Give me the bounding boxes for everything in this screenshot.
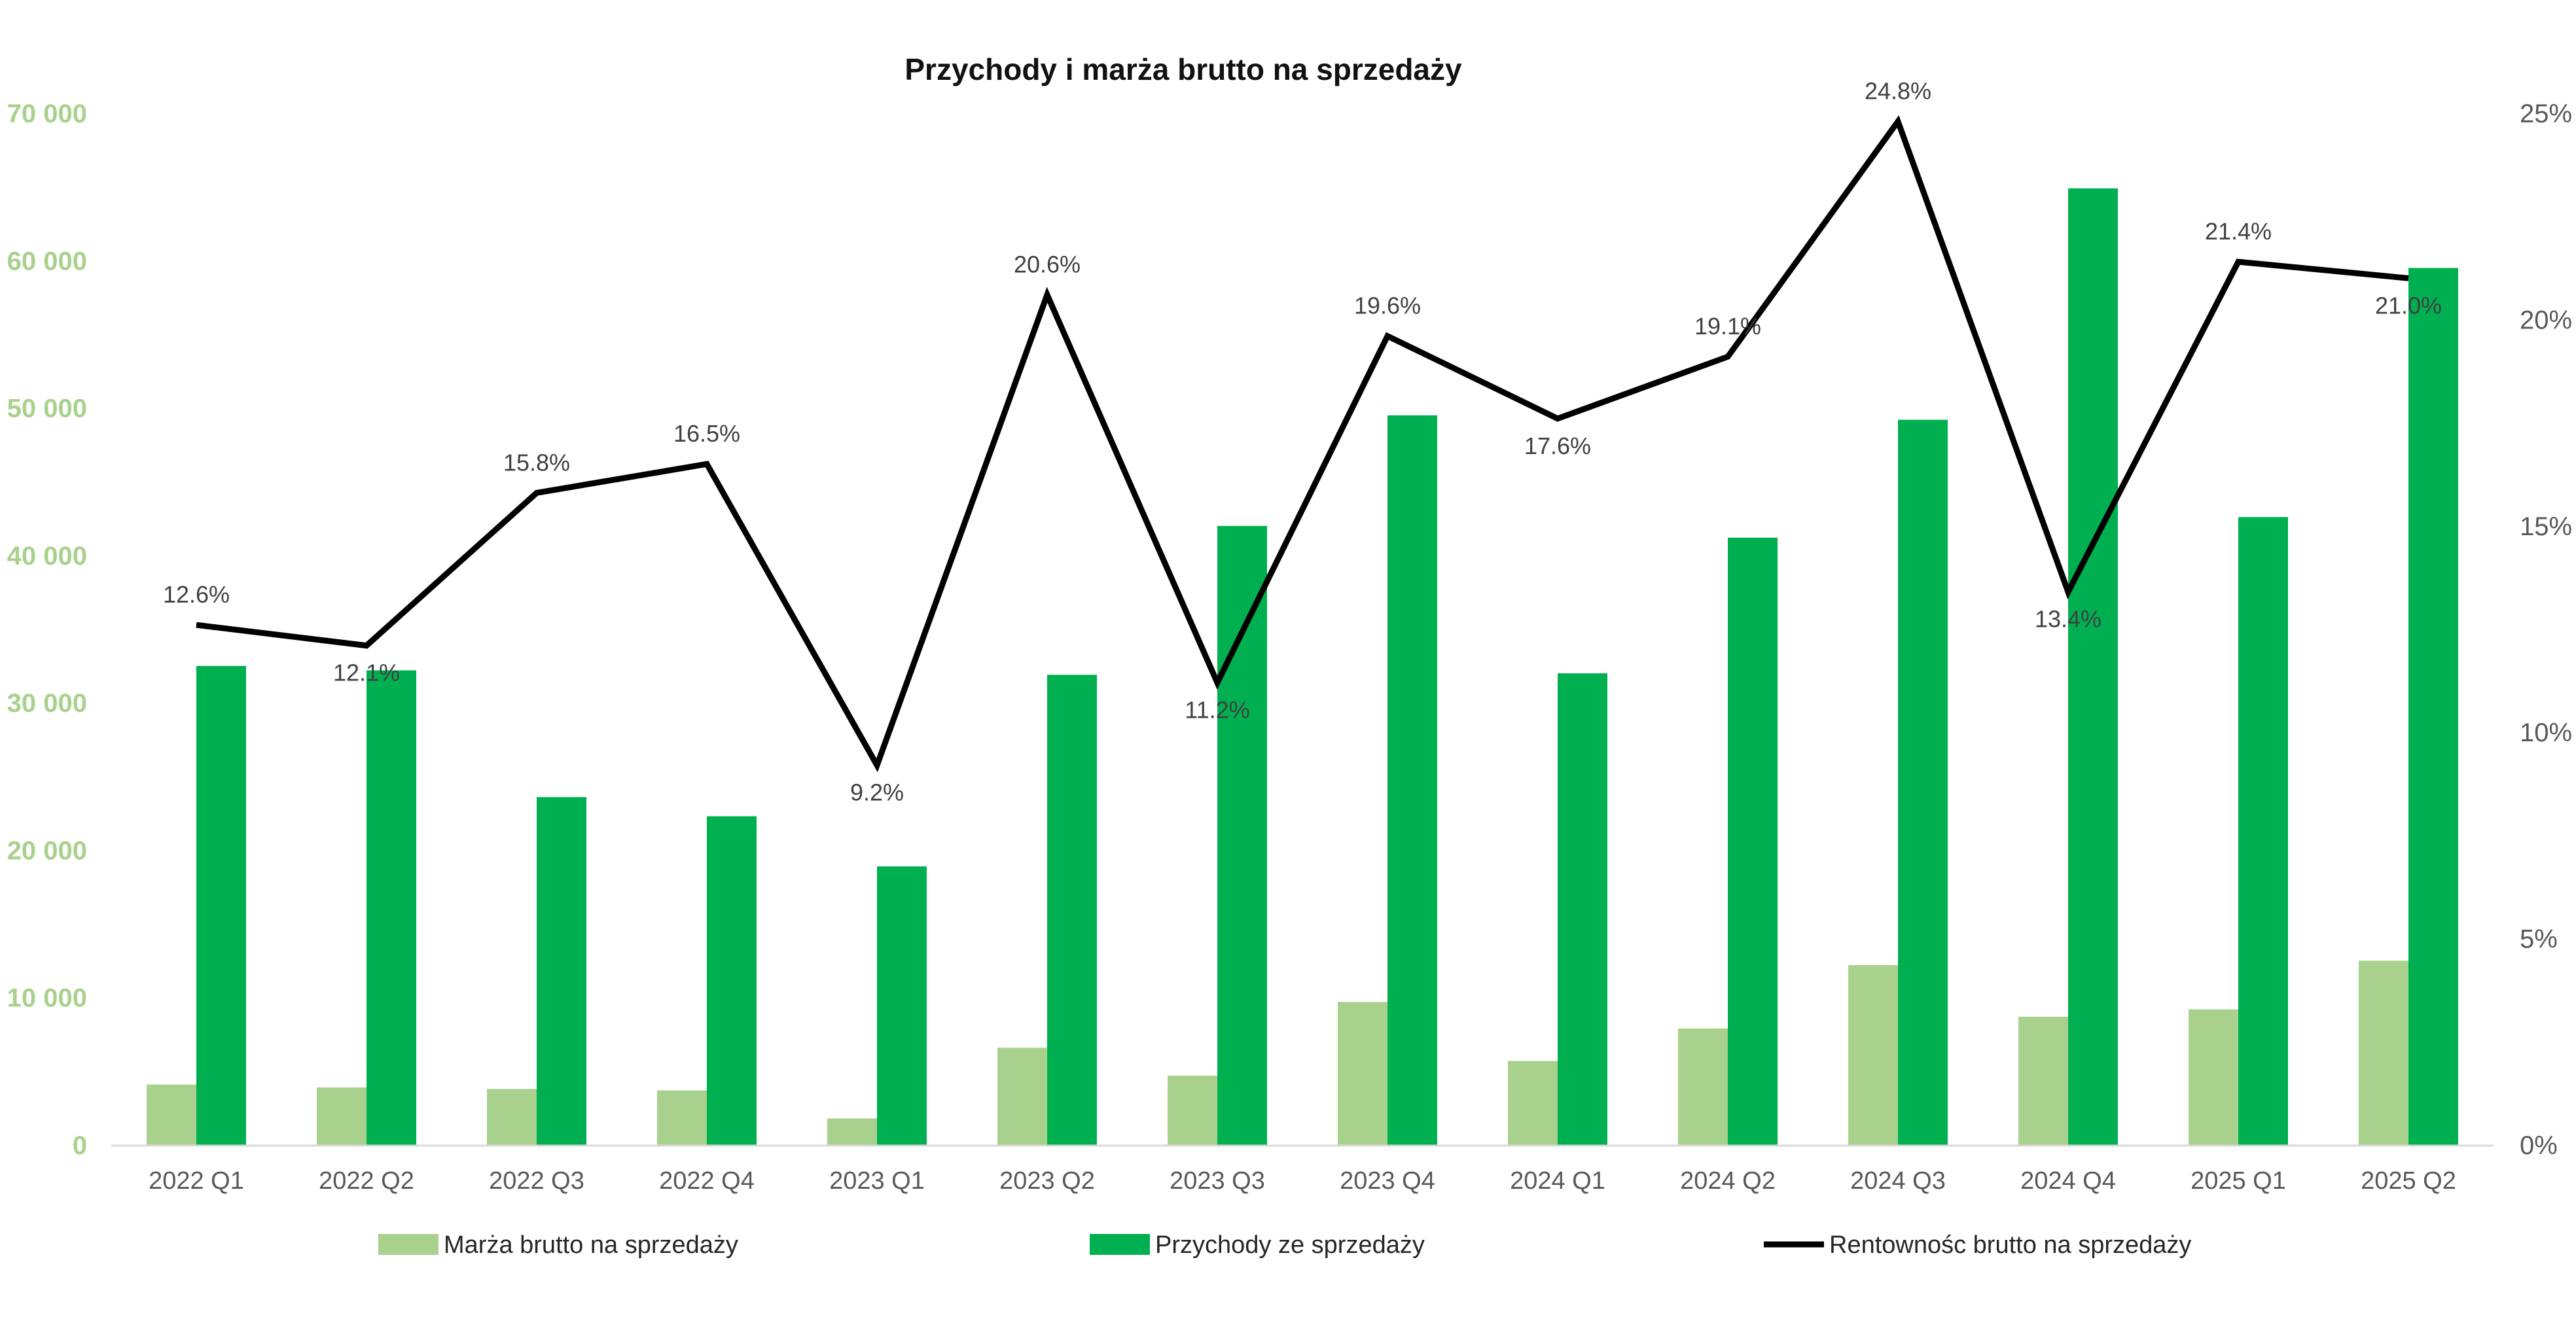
bar-przychody xyxy=(877,866,927,1145)
bar-przychody xyxy=(1047,675,1097,1145)
x-tick-label: 2022 Q1 xyxy=(149,1167,244,1195)
bar-marza-brutto xyxy=(657,1090,707,1145)
bar-marza-brutto xyxy=(2359,960,2408,1145)
x-tick-label: 2022 Q4 xyxy=(659,1167,755,1195)
x-tick-label: 2023 Q1 xyxy=(829,1167,925,1195)
bar-przychody xyxy=(1728,537,1778,1145)
bar-marza-brutto xyxy=(147,1084,196,1145)
data-label-rentownosc: 9.2% xyxy=(850,779,904,806)
data-label-rentownosc: 19.6% xyxy=(1354,292,1421,319)
legend-swatch-przychody xyxy=(1090,1234,1150,1255)
right-y-axis: 0% 5% 10% 15% 20% 25% xyxy=(2520,99,2572,1160)
y-left-tick-label: 20 000 xyxy=(7,836,87,865)
data-label-rentownosc: 12.1% xyxy=(333,660,400,686)
x-tick-label: 2025 Q2 xyxy=(2361,1167,2456,1195)
y-right-tick-label: 20% xyxy=(2520,306,2572,334)
y-right-tick-label: 25% xyxy=(2520,99,2572,128)
bar-marza-brutto xyxy=(1508,1061,1558,1145)
y-left-tick-label: 50 000 xyxy=(7,395,87,423)
data-label-rentownosc: 17.6% xyxy=(1524,432,1591,459)
bar-przychody xyxy=(1558,673,1607,1145)
y-left-tick-label: 60 000 xyxy=(7,247,87,275)
bar-przychody xyxy=(1217,525,1267,1145)
bar-przychody xyxy=(196,665,246,1145)
data-label-rentownosc: 13.4% xyxy=(2035,606,2102,633)
bar-przychody xyxy=(2408,268,2458,1145)
x-tick-label: 2024 Q1 xyxy=(1510,1167,1605,1195)
x-tick-label: 2024 Q2 xyxy=(1680,1167,1776,1195)
bar-series xyxy=(147,188,2458,1146)
bar-przychody xyxy=(1898,419,1948,1146)
bar-marza-brutto xyxy=(1848,965,1898,1145)
x-tick-label: 2023 Q4 xyxy=(1340,1167,1435,1195)
data-label-rentownosc: 21.4% xyxy=(2205,218,2272,245)
bar-przychody xyxy=(367,670,416,1145)
x-axis: 2022 Q1 2022 Q2 2022 Q3 2022 Q4 2023 Q1 2023 … xyxy=(149,1167,2456,1195)
y-left-tick-label: 10 000 xyxy=(7,984,87,1013)
x-tick-label: 2023 Q2 xyxy=(999,1167,1095,1195)
x-tick-label: 2024 Q3 xyxy=(1850,1167,1946,1195)
bar-marza-brutto xyxy=(1168,1076,1217,1145)
data-label-rentownosc: 24.8% xyxy=(1865,78,1931,105)
y-left-tick-label: 0 xyxy=(73,1131,87,1160)
data-label-rentownosc: 16.5% xyxy=(673,420,740,447)
legend-swatch-marza xyxy=(378,1234,438,1255)
bar-marza-brutto xyxy=(487,1089,537,1145)
data-label-rentownosc: 19.1% xyxy=(1694,313,1761,340)
y-right-tick-label: 15% xyxy=(2520,512,2572,541)
x-tick-label: 2024 Q4 xyxy=(2020,1167,2116,1195)
legend: Marża brutto na sprzedaży Przychody ze sp… xyxy=(378,1231,2191,1259)
bar-marza-brutto xyxy=(2189,1009,2238,1145)
bar-przychody xyxy=(1387,415,1437,1145)
y-right-tick-label: 10% xyxy=(2520,718,2572,747)
legend-label-rentownosc: Rentownośc brutto na sprzedaży xyxy=(1829,1231,2191,1259)
x-tick-label: 2022 Q3 xyxy=(489,1167,584,1195)
x-tick-label: 2023 Q3 xyxy=(1170,1167,1265,1195)
x-tick-label: 2022 Q2 xyxy=(319,1167,414,1195)
y-right-tick-label: 0% xyxy=(2520,1131,2558,1160)
x-tick-label: 2025 Q1 xyxy=(2191,1167,2286,1195)
data-label-rentownosc: 20.6% xyxy=(1014,251,1081,278)
bar-marza-brutto xyxy=(1678,1029,1728,1145)
bar-przychody xyxy=(707,816,757,1145)
left-y-axis: 0 10 000 20 000 30 000 40 000 50 000 60 000 70 … xyxy=(7,99,87,1160)
chart-title: Przychody i marża brutto na sprzedaży xyxy=(904,52,1462,86)
y-left-tick-label: 70 000 xyxy=(7,99,87,128)
y-left-tick-label: 30 000 xyxy=(7,689,87,718)
legend-label-przychody: Przychody ze sprzedaży xyxy=(1155,1231,1425,1259)
data-label-rentownosc: 15.8% xyxy=(503,449,570,476)
data-label-rentownosc: 12.6% xyxy=(163,581,230,608)
bar-marza-brutto xyxy=(1338,1002,1387,1145)
y-left-tick-label: 40 000 xyxy=(7,542,87,571)
bar-przychody xyxy=(2238,517,2288,1145)
bar-marza-brutto xyxy=(317,1087,367,1145)
y-right-tick-label: 5% xyxy=(2520,925,2558,954)
line-series: 12.6% 12.1% 15.8% 16.5% 9.2% 20.6% 11.2% 19.6% 1… xyxy=(163,78,2442,806)
rentownosc-line xyxy=(196,115,2409,773)
bar-marza-brutto xyxy=(997,1047,1047,1145)
bar-przychody xyxy=(537,797,586,1145)
data-label-rentownosc: 11.2% xyxy=(1185,697,1249,724)
bar-marza-brutto xyxy=(2018,1017,2068,1145)
bar-marza-brutto xyxy=(827,1118,877,1145)
data-label-rentownosc: 21.0% xyxy=(2375,292,2442,319)
legend-label-marza: Marża brutto na sprzedaży xyxy=(444,1231,738,1259)
bar-przychody xyxy=(2068,188,2118,1145)
